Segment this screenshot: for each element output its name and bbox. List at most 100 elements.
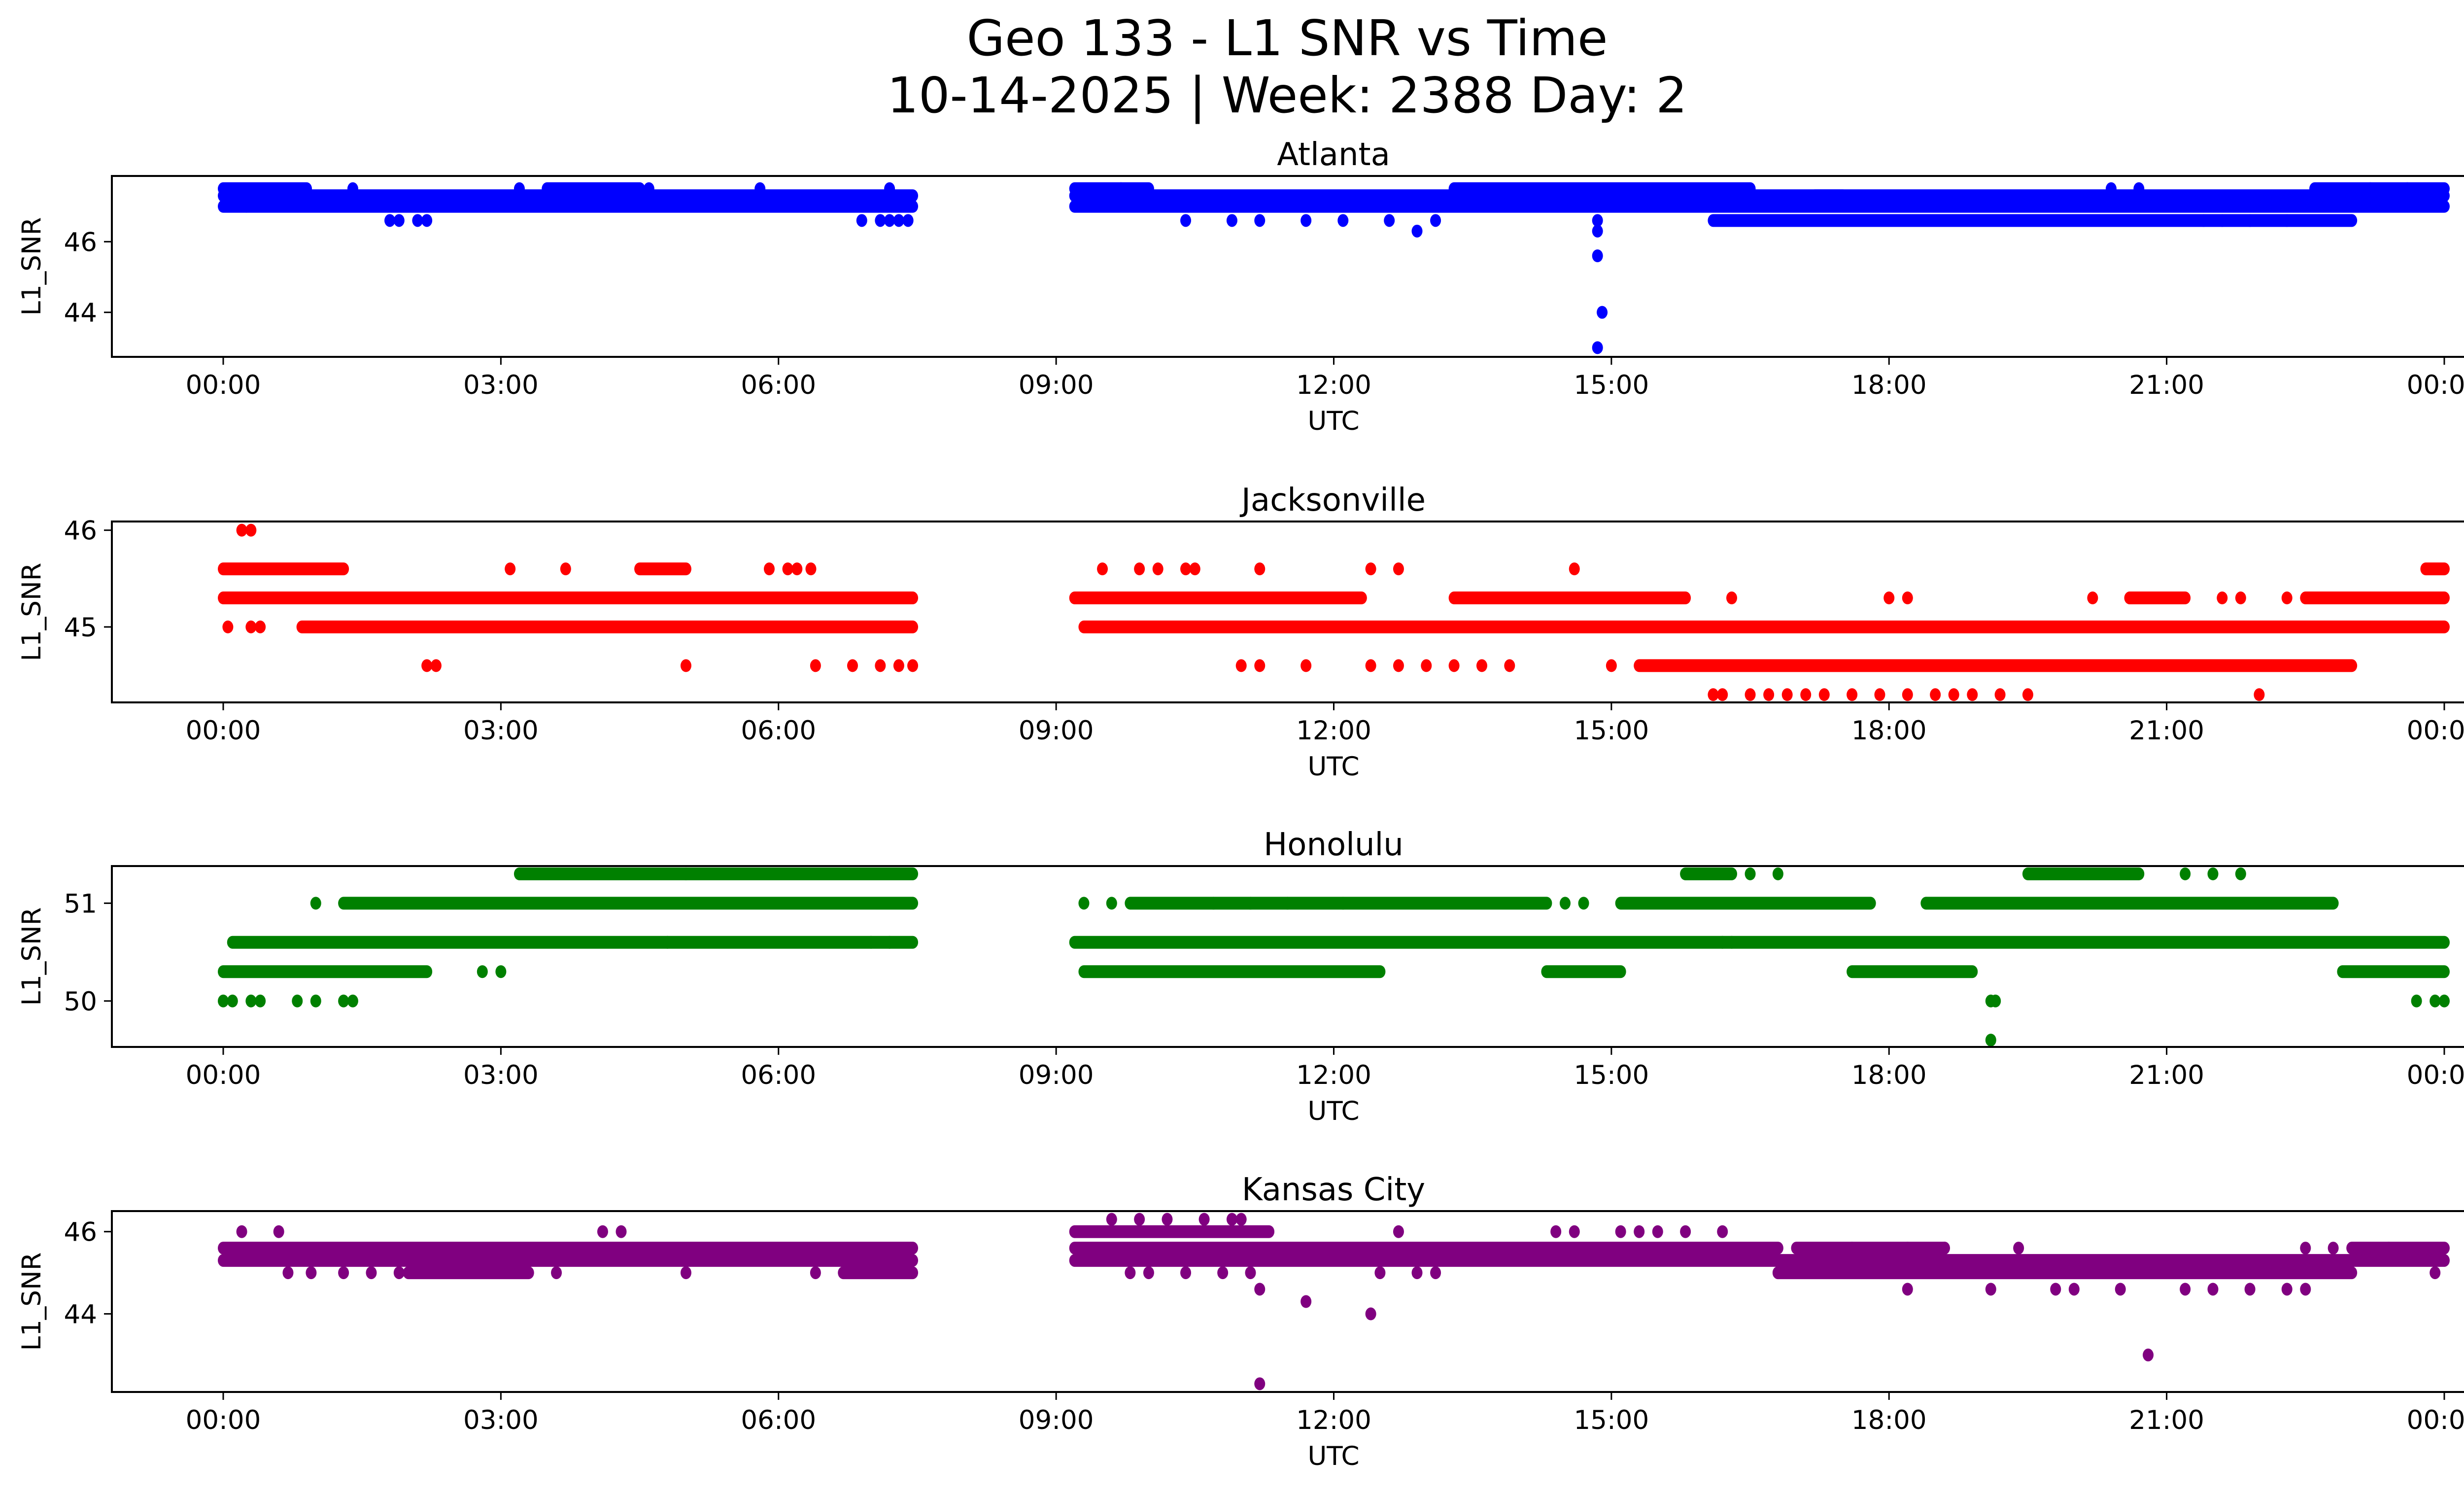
data-point — [1592, 341, 1603, 354]
data-point — [1365, 562, 1376, 576]
data-point — [884, 182, 895, 195]
data-point — [1476, 659, 1487, 672]
point-run — [1847, 965, 1978, 978]
data-point — [1300, 1295, 1312, 1308]
data-point — [393, 1266, 405, 1280]
x-tick-label: 00:00 — [2407, 716, 2464, 746]
data-point — [1578, 897, 1589, 910]
point-run — [2309, 182, 2450, 195]
data-point — [255, 620, 266, 633]
data-point — [2383, 1242, 2395, 1255]
data-point — [1106, 897, 1117, 910]
data-point — [1411, 224, 1423, 238]
data-point — [1198, 1213, 1210, 1226]
data-point — [1847, 1242, 1858, 1255]
point-run — [2337, 965, 2450, 978]
data-point — [1948, 688, 1959, 701]
y-tick-label: 50 — [64, 987, 97, 1017]
point-run — [1078, 620, 2450, 633]
data-point — [2281, 214, 2293, 227]
point-run — [218, 562, 349, 576]
data-point — [1448, 659, 1460, 672]
data-point — [1254, 214, 1266, 227]
data-point — [560, 562, 571, 576]
data-point — [1569, 562, 1580, 576]
data-point — [754, 182, 766, 195]
data-point — [1717, 688, 1728, 701]
scatter-points — [218, 867, 2450, 1047]
data-point — [1245, 897, 1256, 910]
y-axis-label: L1_SNR — [17, 563, 47, 661]
subplot-atlanta: Atlanta 00:00 03:00 06:00 09:00 12:00 15:00 18:… — [17, 137, 2464, 436]
data-point — [1772, 867, 1783, 880]
data-point — [1745, 867, 1756, 880]
data-point — [1990, 994, 2001, 1008]
data-point — [1421, 659, 1432, 672]
x-tick-label: 00:00 — [2407, 370, 2464, 400]
point-run — [227, 936, 919, 949]
data-point — [236, 523, 247, 537]
data-point — [2235, 591, 2246, 605]
subplot-honolulu: Honolulu 00:00 03:00 06:00 09:00 12:00 15:00 18… — [17, 827, 2464, 1126]
y-tick-label: 44 — [64, 1300, 97, 1330]
data-point — [2244, 214, 2256, 227]
data-point — [884, 214, 895, 227]
y-axis-label: L1_SNR — [17, 907, 47, 1006]
x-tick-label: 03:00 — [463, 370, 539, 400]
data-point — [1393, 562, 1404, 576]
point-run — [218, 965, 433, 978]
data-point — [2013, 1242, 2024, 1255]
x-tick-label: 15:00 — [1574, 1405, 1649, 1435]
data-point — [1180, 214, 1192, 227]
point-run — [1069, 591, 1367, 605]
data-point — [477, 965, 488, 978]
x-axis-label: UTC — [1307, 406, 1359, 436]
point-run — [1920, 897, 2339, 910]
x-tick-label: 21:00 — [2129, 716, 2204, 746]
data-point — [338, 994, 349, 1008]
data-point — [680, 867, 691, 880]
x-tick-label: 21:00 — [2129, 1060, 2204, 1090]
point-run — [403, 1266, 534, 1280]
x-tick-label: 18:00 — [1851, 1060, 1927, 1090]
data-point — [347, 182, 358, 195]
y-tick-label: 46 — [64, 516, 97, 546]
data-point — [1254, 1377, 1266, 1391]
data-point — [1939, 1242, 1950, 1255]
data-point — [1300, 659, 1312, 672]
data-point — [273, 1225, 284, 1238]
subplot-title: Kansas City — [1242, 1172, 1425, 1208]
point-run — [218, 200, 919, 213]
data-point — [893, 214, 904, 227]
data-point — [1902, 688, 1913, 701]
data-point — [2254, 688, 2265, 701]
subplot-title: Atlanta — [1277, 137, 1390, 173]
data-point — [875, 214, 886, 227]
data-point — [2364, 182, 2376, 195]
data-point — [1097, 562, 1108, 576]
x-tick-label: 15:00 — [1574, 1060, 1649, 1090]
data-point — [240, 200, 252, 213]
point-run — [218, 1254, 919, 1267]
data-point — [1337, 214, 1349, 227]
data-point — [597, 1225, 608, 1238]
data-point — [1180, 562, 1192, 576]
point-run — [1078, 965, 1386, 978]
data-point — [1615, 1225, 1626, 1238]
data-point — [505, 562, 516, 576]
data-point — [810, 1266, 821, 1280]
point-run — [1791, 1242, 1950, 1255]
data-point — [1393, 1225, 1404, 1238]
subplot-title: Jacksonville — [1239, 482, 1426, 519]
point-run — [1069, 1225, 1275, 1238]
x-tick-label: 18:00 — [1851, 370, 1927, 400]
x-tick-label: 12:00 — [1296, 716, 1371, 746]
y-axis-label: L1_SNR — [17, 217, 47, 316]
data-point — [1162, 1213, 1173, 1226]
data-point — [2068, 1283, 2080, 1296]
point-run — [1069, 1254, 2450, 1267]
data-point — [1134, 1213, 1145, 1226]
point-run — [838, 1266, 919, 1280]
data-point — [338, 1266, 349, 1280]
x-axis-label: UTC — [1307, 1096, 1359, 1126]
